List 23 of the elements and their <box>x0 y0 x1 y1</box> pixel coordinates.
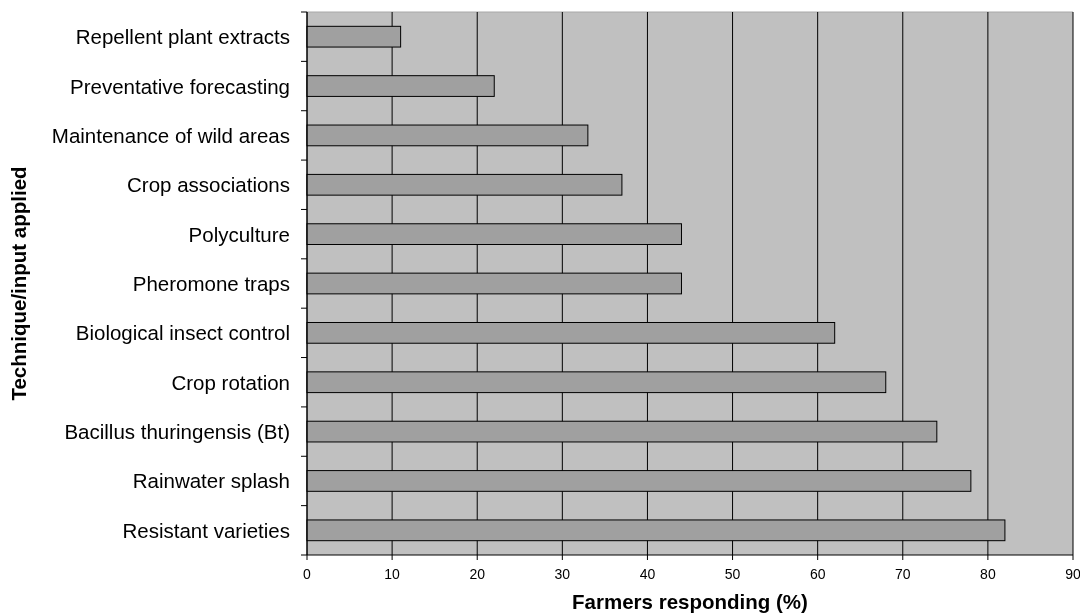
x-axis-title: Farmers responding (%) <box>572 590 808 613</box>
y-tick-label: Pheromone traps <box>132 272 290 295</box>
x-tick-label: 0 <box>303 566 312 582</box>
y-tick-label: Preventative forecasting <box>70 74 290 98</box>
y-tick-label: Crop rotation <box>171 370 290 394</box>
y-axis-title: Technique/input applied <box>7 166 30 401</box>
x-tick-label: 90 <box>1065 566 1080 582</box>
y-tick-label: Biological insect control <box>75 321 290 345</box>
x-tick-label: 60 <box>809 566 826 582</box>
x-tick-label: 10 <box>384 566 401 582</box>
x-tick-label: 70 <box>894 566 911 582</box>
x-tick-label: 80 <box>980 566 996 582</box>
y-tick-label: Bacillus thuringensis (Bt) <box>64 420 290 444</box>
x-tick-label: 20 <box>469 566 486 582</box>
x-tick-label: 50 <box>724 566 741 582</box>
y-tick-label: Maintenance of wild areas <box>51 123 290 147</box>
y-tick-label: Resistant varieties <box>122 518 290 542</box>
y-tick-label: Crop associations <box>127 173 290 197</box>
y-tick-label: Rainwater splash <box>132 469 290 493</box>
x-tick-label: 40 <box>639 566 656 582</box>
y-tick-label: Polyculture <box>188 222 290 246</box>
x-tick-label: 30 <box>554 566 571 582</box>
y-tick-label: Repellent plant extracts <box>75 25 290 49</box>
